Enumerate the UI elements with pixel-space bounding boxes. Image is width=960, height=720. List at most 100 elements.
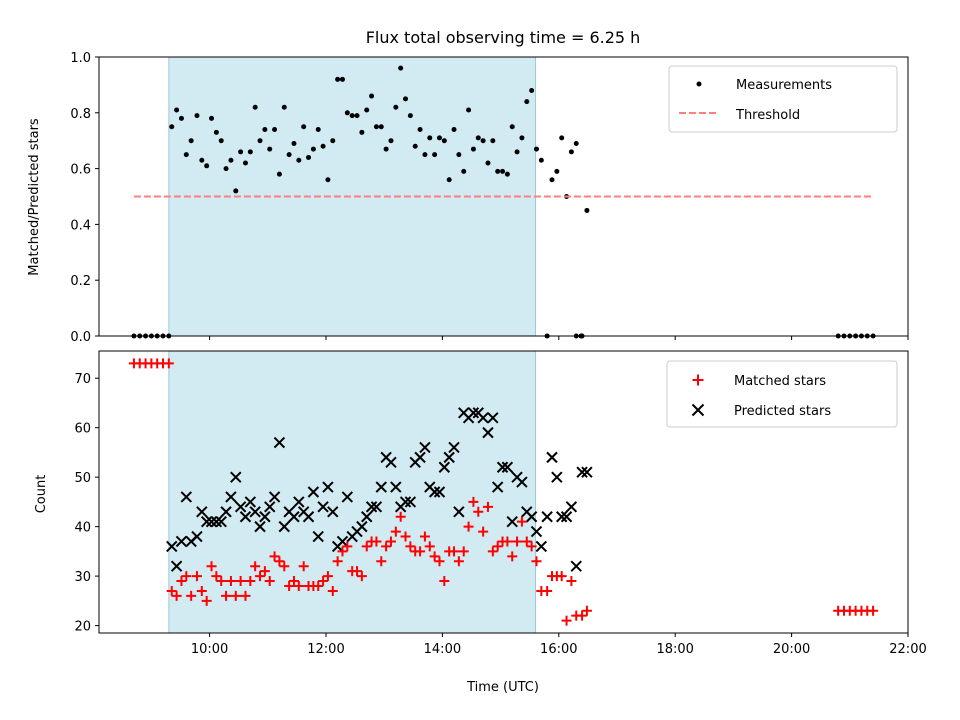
measurement-point (296, 157, 302, 163)
matched-star-point (405, 541, 416, 552)
x-tick-label: 22:00 (889, 642, 926, 657)
measurement-point (388, 138, 394, 144)
matched-star-point (458, 546, 469, 557)
legend-measurements-marker (696, 81, 702, 87)
measurement-point (470, 146, 476, 152)
matched-star-point (176, 576, 187, 587)
legend-predicted-marker (691, 403, 705, 417)
predicted-star-point (541, 511, 553, 523)
predicted-star-point (264, 501, 276, 513)
measurement-point (281, 104, 287, 110)
matched-star-point (424, 541, 435, 552)
predicted-star-point (487, 412, 499, 424)
measurement-point (393, 104, 399, 110)
matched-star-point (235, 576, 246, 587)
matched-star-point (264, 576, 275, 587)
measurement-point (238, 149, 244, 155)
measurement-point (199, 157, 205, 163)
measurement-point (233, 188, 239, 194)
predicted-star-point (414, 451, 426, 464)
matched-star-point (284, 581, 295, 591)
predicted-star-point (268, 491, 281, 503)
predicted-star-point (327, 506, 339, 518)
y-tick-label: 0.6 (70, 163, 91, 178)
x-tick-label: 12:00 (307, 642, 344, 657)
x-tick-label: 10:00 (191, 642, 228, 657)
matched-star-point (288, 576, 299, 587)
x-tick-label: 14:00 (424, 642, 461, 657)
predicted-star-point (546, 451, 558, 464)
measurement-point (349, 113, 355, 119)
predicted-star-point (570, 560, 582, 572)
predicted-star-point (443, 451, 455, 464)
predicted-star-point (491, 481, 504, 493)
predicted-star-point (365, 501, 378, 513)
measurement-point (461, 168, 467, 174)
measurement-point (257, 138, 263, 144)
measurement-point (378, 124, 384, 130)
predicted-star-point (375, 481, 387, 493)
y-tick-label: 20 (74, 620, 91, 635)
measurement-point (291, 140, 297, 146)
predicted-star-point (322, 481, 334, 493)
predicted-star-point (293, 496, 305, 508)
predicted-star-point (390, 481, 402, 493)
measurement-point (480, 138, 486, 144)
measurement-point (209, 115, 215, 121)
measurement-point (276, 171, 282, 177)
predicted-star-point (385, 456, 397, 469)
matched-star-point (191, 571, 202, 582)
measurement-point (272, 127, 278, 133)
measurement-point (339, 76, 345, 82)
matched-star-point (507, 551, 518, 562)
matched-star-point (163, 358, 174, 369)
predicted-star-point (259, 511, 271, 523)
predicted-star-point (576, 466, 588, 478)
matched-star-point (221, 590, 232, 601)
matched-star-point (390, 526, 401, 537)
predicted-star-point (191, 530, 203, 543)
matched-star-point (492, 541, 503, 552)
matched-star-point (434, 556, 445, 567)
count-legend: Matched stars Predicted stars (666, 360, 898, 428)
matched-star-point (566, 576, 577, 587)
x-axis-label: Time (UTC) (466, 680, 539, 695)
x-tick-label: 18:00 (656, 642, 693, 657)
ratio-legend-box (668, 65, 898, 133)
matched-star-point (371, 536, 382, 547)
matched-star-point (332, 556, 343, 567)
matched-star-point (269, 551, 280, 562)
predicted-star-point (210, 515, 223, 528)
matched-star-point (561, 615, 572, 626)
measurement-point (584, 207, 590, 213)
measurement-point (519, 135, 525, 141)
measurement-point (509, 124, 515, 130)
predicted-star-point (399, 496, 412, 508)
measurement-point (383, 146, 389, 152)
predicted-star-point (302, 511, 315, 523)
x-tick-label: 16:00 (540, 642, 577, 657)
predicted-star-point (560, 511, 573, 523)
y-tick-label: 0.8 (70, 107, 91, 122)
predicted-star-point (467, 407, 480, 419)
measurement-point (441, 138, 447, 144)
predicted-star-point (205, 515, 218, 528)
measurement-point (568, 149, 574, 155)
measurement-point (306, 154, 312, 160)
matched-star-point (468, 496, 479, 507)
ratio-y-ticks: 0.0 0.2 0.4 0.6 0.8 1.0 (70, 51, 99, 345)
predicted-star-point (200, 515, 213, 528)
measurement-point (301, 124, 307, 130)
predicted-star-point (535, 540, 548, 553)
predicted-star-point (530, 525, 543, 538)
predicted-star-point (448, 441, 460, 454)
measurement-point (194, 113, 200, 119)
chart-title: Flux total observing time = 6.25 h (366, 28, 641, 47)
measurement-point (559, 135, 565, 141)
measurement-point (554, 168, 560, 174)
predicted-star-point (175, 535, 188, 548)
matched-star-point (201, 595, 212, 606)
y-tick-label: 70 (74, 372, 91, 387)
matched-star-point (279, 561, 290, 572)
